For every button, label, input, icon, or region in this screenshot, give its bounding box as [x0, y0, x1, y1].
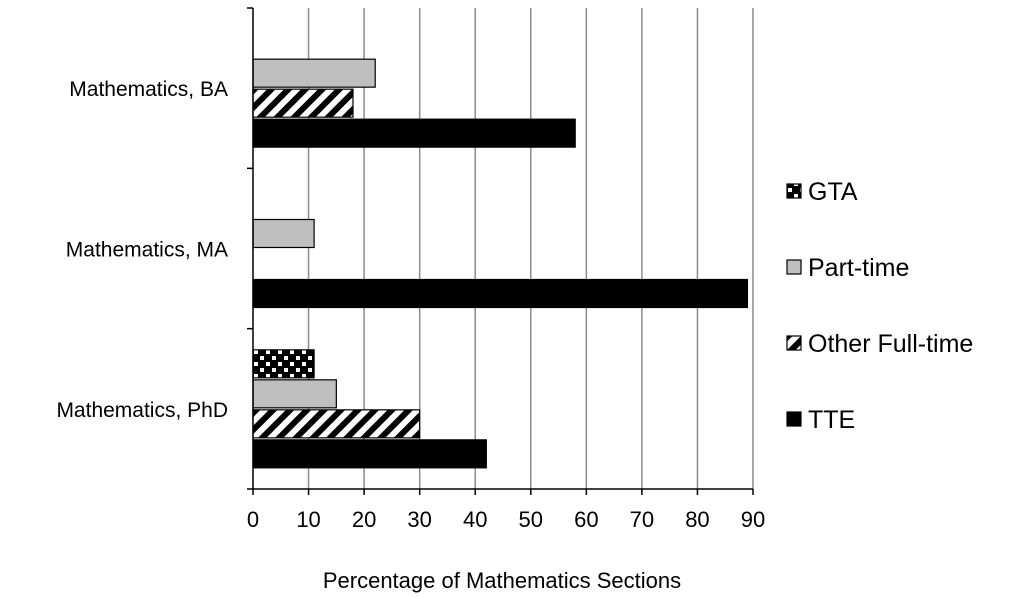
legend-swatch-tte	[786, 411, 802, 427]
category-label-mathematics-ba: Mathematics, BA	[69, 78, 228, 101]
bar-mathematics-ma-part-time	[252, 218, 315, 249]
legend-label-other-full-time: Other Full-time	[808, 330, 973, 358]
bar-mathematics-ba-part-time	[252, 58, 376, 88]
x-tick-label-90: 90	[741, 507, 765, 532]
x-tick-label-60: 60	[574, 507, 598, 532]
legend-swatch-other-full-time	[786, 335, 802, 351]
x-tick-label-10: 10	[296, 507, 320, 532]
x-tick-label-80: 80	[685, 507, 709, 532]
bar-mathematics-ba-other-full-time	[252, 88, 354, 118]
bar-mathematics-phd-tte	[252, 439, 487, 469]
legend-swatch-part-time	[786, 259, 802, 275]
legend-label-gta: GTA	[808, 178, 858, 206]
bar-mathematics-phd-gta	[252, 349, 315, 379]
x-tick-label-50: 50	[519, 507, 543, 532]
x-axis-title: Percentage of Mathematics Sections	[323, 568, 681, 593]
legend: GTA Part-time Other Full-time TTE	[786, 178, 973, 434]
gridlines	[307, 8, 754, 489]
category-label-mathematics-ma: Mathematics, MA	[66, 239, 228, 262]
category-label-mathematics-phd: Mathematics, PhD	[56, 399, 228, 422]
bar-mathematics-phd-other-full-time	[252, 409, 421, 439]
bar-mathematics-ma-tte	[252, 278, 749, 309]
x-tick-label-40: 40	[463, 507, 487, 532]
legend-label-part-time: Part-time	[808, 254, 909, 282]
x-tick-label-20: 20	[352, 507, 376, 532]
x-tick-label-30: 30	[407, 507, 431, 532]
axes: 0 10 20 30 40 50 60 70 80 90 Mathematics, BA Mathem…	[56, 7, 765, 532]
bar-mathematics-ba-tte	[252, 118, 576, 148]
bar-mathematics-phd-part-time	[252, 379, 337, 409]
bars	[252, 58, 749, 469]
legend-swatch-gta	[786, 183, 802, 199]
legend-label-tte: TTE	[808, 406, 855, 434]
x-tick-label-0: 0	[247, 507, 259, 532]
x-tick-label-70: 70	[630, 507, 654, 532]
